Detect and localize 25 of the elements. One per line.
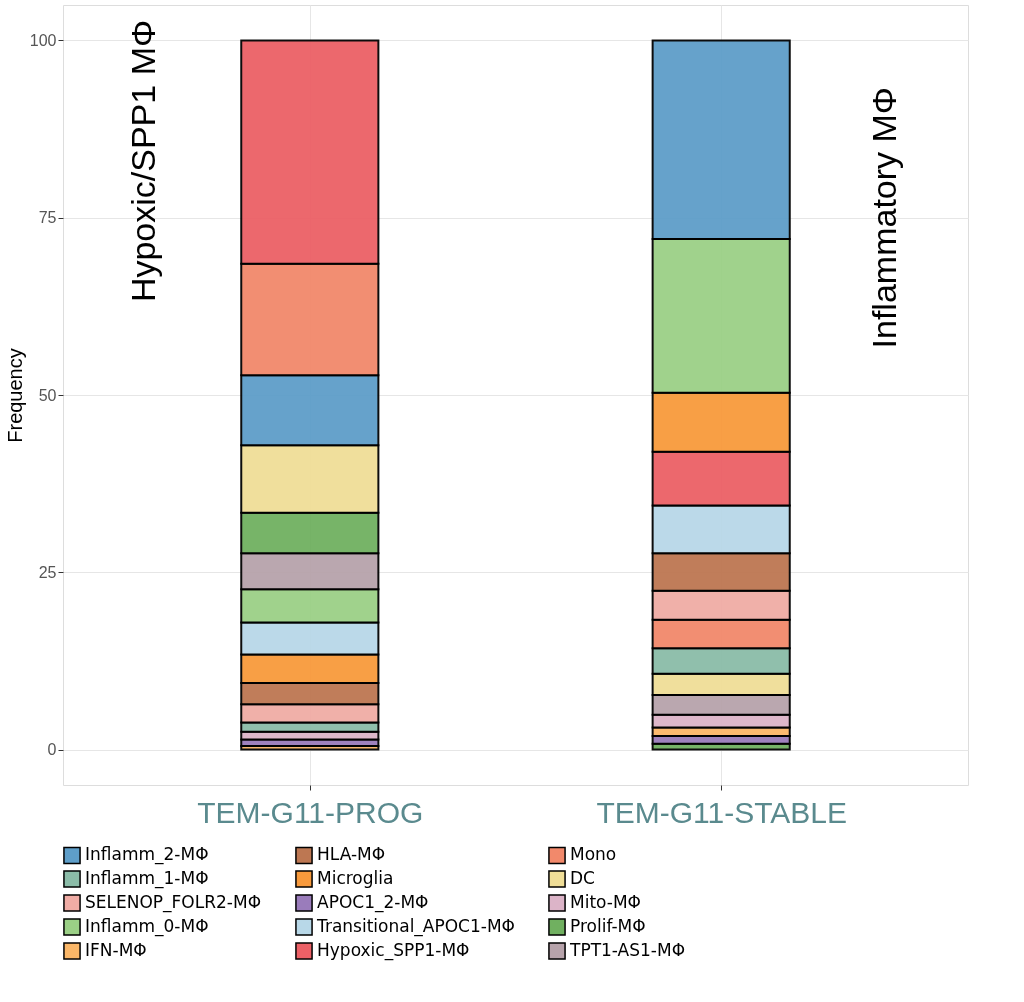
annotation: Inflammatory MΦ [864,87,903,349]
legend-label: Inflamm_0-MΦ [85,916,209,937]
legend-label: DC [570,868,595,888]
y-tick-label: 50 [38,386,57,404]
legend-label: Mono [570,844,617,865]
legend-label: Transitional_APOC1-MΦ [316,916,515,937]
legend-label: Inflamm_2-MΦ [85,844,209,866]
annotation: Hypoxic/SPP1 MΦ [124,19,163,303]
legend-label: Hypoxic_SPP1-MΦ [317,940,470,961]
legend-label: Inflamm_1-MΦ [85,868,209,889]
legend-label: SELENOP_FOLR2-MΦ [85,892,262,913]
y-tick-label: 100 [29,31,57,49]
legend-label: Mito-MΦ [570,892,641,912]
legend-label: APOC1_2-MΦ [317,892,429,913]
x-tick-label: TEM-G11-STABLE [596,795,847,829]
y-axis-title: Frequency [3,348,26,443]
legend-label: HLA-MΦ [317,844,386,865]
legend-label: Prolif-MΦ [570,916,646,936]
y-tick-label: 25 [38,563,57,581]
y-tick-label: 75 [38,209,57,227]
legend-label: TPT1-AS1-MΦ [569,940,686,960]
legend-label: IFN-MΦ [85,940,147,960]
y-tick-label: 0 [47,741,57,759]
x-tick-label: TEM-G11-PROG [197,795,424,829]
legend-label: Microglia [317,868,394,888]
